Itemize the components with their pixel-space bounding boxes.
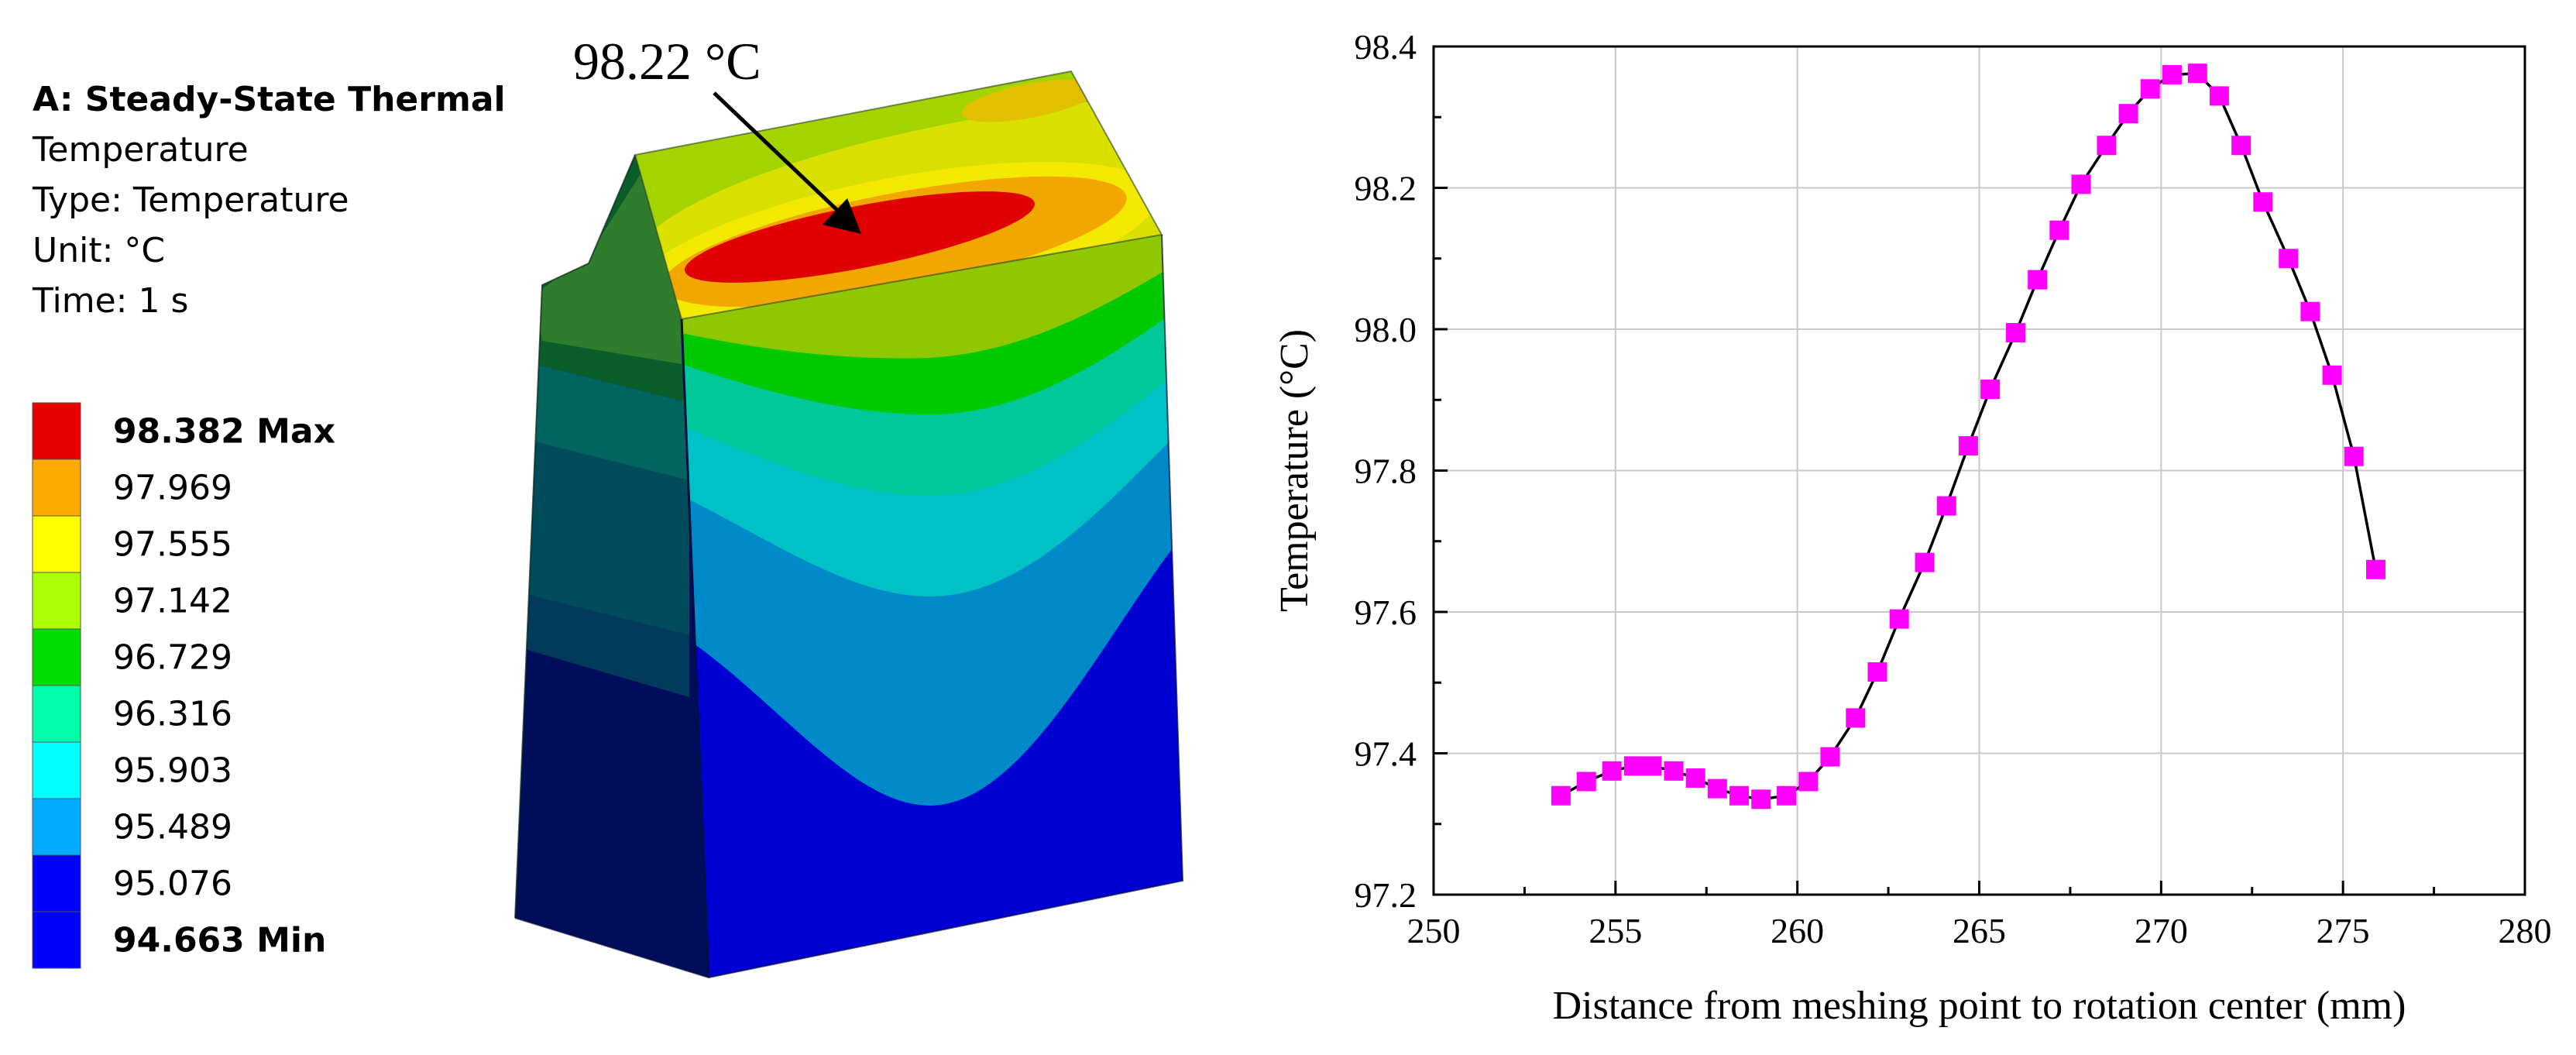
- series-markers: [1551, 64, 2385, 809]
- thermal-legend: A: Steady-State Thermal Temperature Type…: [32, 80, 506, 969]
- data-point-marker: [2322, 365, 2342, 385]
- data-point-marker: [1642, 756, 1662, 776]
- legend-swatch: [32, 515, 81, 573]
- data-point-marker: [1820, 747, 1840, 767]
- y-tick-label: 97.8: [1355, 452, 1417, 491]
- legend-swatch: [32, 459, 81, 517]
- legend-swatch: [32, 572, 81, 630]
- legend-line-quantity: Temperature: [32, 130, 249, 170]
- x-tick-label: 265: [1953, 911, 2006, 950]
- x-axis-label: Distance from meshing point to rotation …: [1553, 984, 2406, 1028]
- annotation-arrow-head: [823, 198, 861, 234]
- data-point-marker: [1980, 380, 2001, 400]
- annotation-arrow-line: [713, 91, 844, 217]
- data-point-marker: [2118, 104, 2138, 124]
- legend-value: 98.382 Max: [113, 412, 335, 452]
- data-point-marker: [1915, 552, 1935, 572]
- data-point-marker: [1602, 761, 1622, 781]
- data-point-marker: [2097, 136, 2117, 156]
- x-tick-label: 255: [1589, 911, 1642, 950]
- data-point-marker: [2162, 65, 2182, 84]
- data-point-marker: [1958, 436, 1978, 456]
- legend-line-time: Time: 1 s: [32, 281, 188, 321]
- legend-title: A: Steady-State Thermal: [33, 80, 506, 119]
- data-point-marker: [2071, 174, 2091, 194]
- data-point-marker: [1623, 756, 1643, 776]
- model-front-face: [682, 235, 1183, 978]
- data-point-marker: [2279, 249, 2299, 269]
- legend-swatch: [32, 402, 81, 460]
- x-tick-label: 280: [2499, 911, 2552, 950]
- y-tick-label: 97.6: [1355, 593, 1417, 632]
- data-point-marker: [2209, 86, 2229, 106]
- data-point-marker: [1777, 785, 1797, 806]
- data-point-marker: [2005, 323, 2025, 343]
- data-point-marker: [1685, 768, 1705, 788]
- legend-value: 97.142: [113, 582, 232, 621]
- data-point-marker: [1889, 609, 1909, 629]
- gear-tooth-model: [514, 70, 1184, 979]
- data-point-marker: [2049, 220, 2069, 240]
- y-axis-label: Temperature (°C): [1273, 329, 1317, 612]
- data-point-marker: [1576, 771, 1596, 792]
- legend-color-scale: 98.382 Max 97.969 97.555 97.142 96.729 96.316…: [32, 402, 335, 969]
- data-point-marker: [1707, 778, 1727, 799]
- legend-swatch: [32, 741, 81, 799]
- data-point-marker: [2300, 301, 2320, 321]
- data-point-marker: [1551, 785, 1571, 806]
- annotation-label: 98.22 °C: [573, 32, 761, 91]
- max-temperature-annotation: 98.22 °C: [573, 32, 861, 234]
- legend-value: 96.316: [113, 695, 232, 734]
- legend-value: 95.076: [113, 864, 232, 904]
- legend-value: 97.555: [113, 525, 232, 565]
- y-tick-label: 98.2: [1355, 169, 1417, 208]
- data-point-marker: [2365, 559, 2385, 579]
- legend-swatch: [32, 911, 81, 969]
- y-tick-label: 97.2: [1355, 875, 1417, 915]
- data-point-marker: [1936, 496, 1956, 516]
- legend-swatch: [32, 798, 81, 856]
- data-point-marker: [2187, 64, 2207, 84]
- x-tick-label: 260: [1771, 911, 1824, 950]
- y-axis-ticks: 97.2 97.4 97.6 97.8 98.0 98.2 98.4: [1355, 27, 1448, 915]
- x-tick-label: 270: [2135, 911, 2188, 950]
- data-point-marker: [2253, 192, 2273, 212]
- legend-value: 95.489: [113, 808, 232, 847]
- legend-value: 96.729: [113, 638, 232, 678]
- legend-value: 97.969: [113, 469, 232, 508]
- data-point-marker: [1751, 789, 1771, 809]
- x-tick-label: 275: [2317, 911, 2370, 950]
- legend-swatch: [32, 628, 81, 686]
- data-point-marker: [1846, 708, 1866, 728]
- legend-line-unit: Unit: °C: [33, 231, 165, 270]
- y-tick-label: 98.0: [1355, 310, 1417, 349]
- legend-value: 95.903: [113, 751, 232, 791]
- data-point-marker: [1729, 785, 1750, 806]
- x-axis-ticks: 250 255 260 265 270 275 280: [1407, 881, 2552, 950]
- legend-value: 94.663 Min: [113, 921, 326, 960]
- data-point-marker: [2231, 136, 2251, 156]
- chart-grid: [1433, 46, 2526, 895]
- temperature-line-chart: 250 255 260 265 270 275 280 97.2 97.4 97.6 97.8 98…: [1273, 27, 2552, 1028]
- data-point-marker: [2344, 446, 2364, 466]
- legend-swatch: [32, 854, 81, 912]
- legend-swatch: [32, 685, 81, 743]
- data-point-marker: [2140, 79, 2160, 99]
- y-tick-label: 97.4: [1355, 734, 1417, 774]
- legend-line-type: Type: Temperature: [32, 180, 349, 220]
- data-point-marker: [1664, 761, 1684, 781]
- x-tick-label: 250: [1407, 911, 1461, 950]
- data-point-marker: [2028, 270, 2048, 290]
- data-point-marker: [1867, 662, 1887, 682]
- data-point-marker: [1798, 771, 1819, 792]
- y-tick-label: 98.4: [1355, 27, 1417, 67]
